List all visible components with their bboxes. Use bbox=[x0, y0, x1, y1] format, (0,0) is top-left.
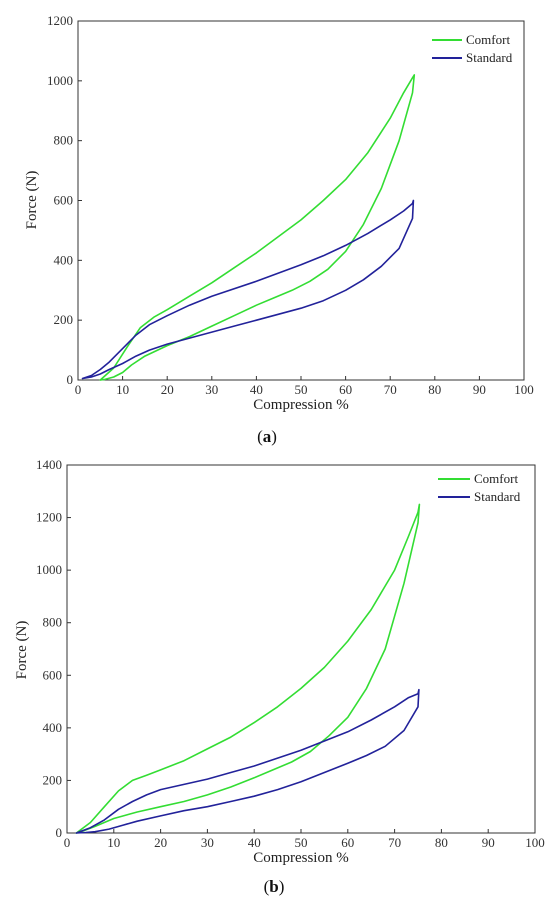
y-axis-label-b: Force (N) bbox=[14, 621, 30, 680]
caption-b: (b) bbox=[264, 877, 285, 896]
caption-a-close: ) bbox=[271, 427, 277, 446]
y-tick-label: 600 bbox=[43, 667, 63, 682]
x-tick-label: 60 bbox=[339, 382, 352, 397]
x-tick-label: 90 bbox=[473, 382, 486, 397]
x-tick-label: 20 bbox=[154, 835, 167, 850]
y-tick-label: 200 bbox=[43, 772, 63, 787]
caption-a: (a) bbox=[257, 427, 277, 446]
x-tick-label: 50 bbox=[295, 835, 308, 850]
x-tick-label: 80 bbox=[435, 835, 448, 850]
legend-label-standard-b: Standard bbox=[474, 489, 521, 504]
series-line-standard-b bbox=[75, 688, 420, 834]
caption-b-letter: b bbox=[269, 877, 278, 896]
x-tick-label: 70 bbox=[384, 382, 397, 397]
caption-b-open: ( bbox=[264, 877, 270, 896]
x-tick-label: 100 bbox=[514, 382, 534, 397]
y-tick-label: 1200 bbox=[36, 510, 62, 525]
series-layer-b bbox=[75, 503, 421, 834]
x-tick-label: 80 bbox=[428, 382, 441, 397]
legend-label-standard-a: Standard bbox=[466, 50, 513, 65]
y-tick-label: 1000 bbox=[36, 562, 62, 577]
y-tick-label: 0 bbox=[56, 825, 63, 840]
series-line-comfort-a bbox=[99, 74, 416, 381]
y-tick-label: 1200 bbox=[47, 13, 73, 28]
legend-label-comfort-a: Comfort bbox=[466, 32, 510, 47]
chart-panel-a: 0 10 20 30 40 50 60 70 80 90 100020040060080010001… bbox=[24, 13, 534, 446]
y-tick-label: 400 bbox=[54, 252, 74, 267]
x-tick-label: 0 bbox=[64, 835, 71, 850]
x-tick-label: 10 bbox=[107, 835, 120, 850]
x-tick-label: 30 bbox=[205, 382, 218, 397]
y-tick-label: 200 bbox=[54, 312, 74, 327]
y-tick-label: 0 bbox=[67, 372, 74, 387]
x-tick-label: 60 bbox=[341, 835, 354, 850]
chart-panel-b: 0 10 20 30 40 50 60 70 80 90 100020040060080010001… bbox=[14, 457, 545, 896]
x-tick-label: 0 bbox=[75, 382, 82, 397]
caption-a-letter: a bbox=[263, 427, 272, 446]
x-tick-label: 20 bbox=[161, 382, 174, 397]
legend-label-comfort-b: Comfort bbox=[474, 471, 518, 486]
axis-ticks-b: 0 10 20 30 40 50 60 70 80 90 100020040060080010001… bbox=[36, 457, 545, 850]
legend-b: Comfort Standard bbox=[438, 471, 521, 504]
x-tick-label: 50 bbox=[295, 382, 308, 397]
y-tick-label: 1000 bbox=[47, 73, 73, 88]
axis-ticks-a: 0 10 20 30 40 50 60 70 80 90 100020040060080010001… bbox=[47, 13, 534, 397]
y-axis-label-a: Force (N) bbox=[24, 171, 40, 230]
y-tick-label: 1400 bbox=[36, 457, 62, 472]
y-tick-label: 800 bbox=[43, 615, 63, 630]
x-tick-label: 30 bbox=[201, 835, 214, 850]
caption-b-close: ) bbox=[279, 877, 285, 896]
x-tick-label: 40 bbox=[248, 835, 261, 850]
plot-frame-b bbox=[66, 464, 536, 834]
legend-a: Comfort Standard bbox=[432, 32, 513, 65]
x-axis-label-a: Compression % bbox=[253, 397, 348, 413]
series-line-standard-a bbox=[81, 199, 415, 380]
x-axis-label-b: Compression % bbox=[253, 850, 348, 866]
x-tick-label: 70 bbox=[388, 835, 401, 850]
y-tick-label: 400 bbox=[43, 720, 63, 735]
plot-frame-a bbox=[77, 20, 525, 381]
series-line-comfort-b bbox=[75, 503, 421, 834]
x-tick-label: 40 bbox=[250, 382, 263, 397]
x-tick-label: 10 bbox=[116, 382, 129, 397]
x-tick-label: 100 bbox=[525, 835, 545, 850]
x-tick-label: 90 bbox=[482, 835, 495, 850]
series-layer-a bbox=[81, 74, 416, 381]
y-tick-label: 800 bbox=[54, 133, 74, 148]
caption-a-open: ( bbox=[257, 427, 263, 446]
y-tick-label: 600 bbox=[54, 193, 74, 208]
